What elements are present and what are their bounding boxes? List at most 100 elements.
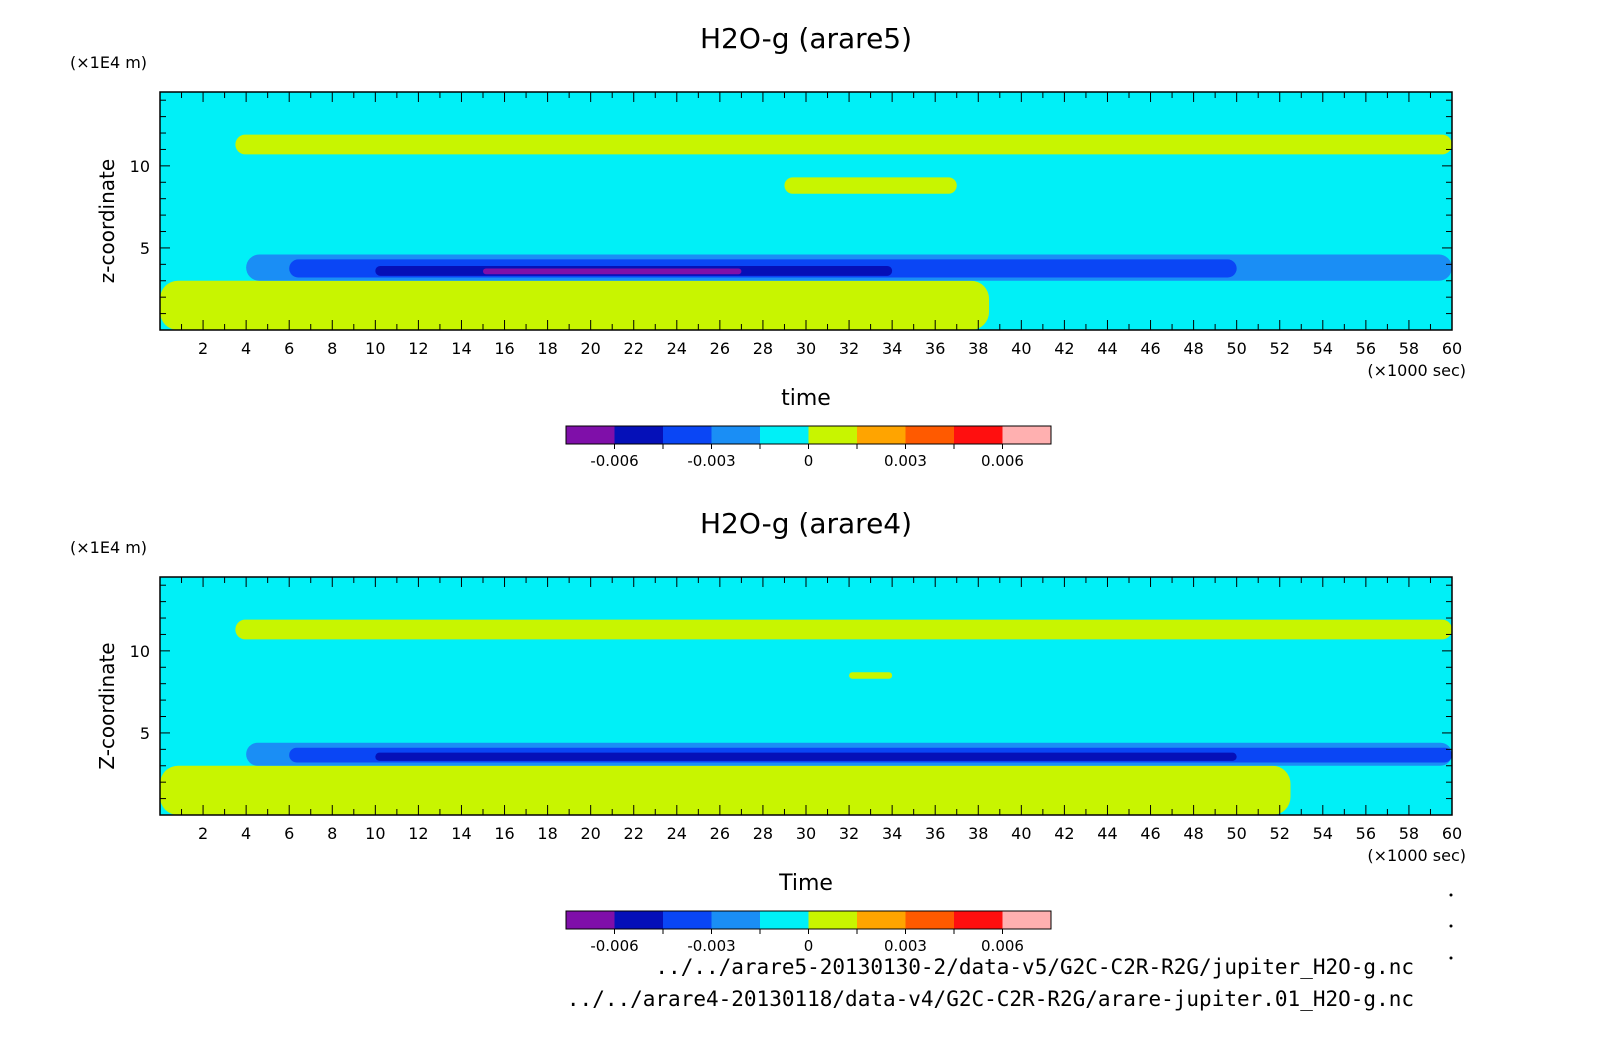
footer-file-path-2: ../../arare4-20130118/data-v4/G2C-C2R-R2… — [566, 987, 1414, 1011]
x-axis-unit: (×1000 sec) — [1367, 361, 1466, 380]
x-tick-label: 48 — [1183, 824, 1203, 843]
x-tick-label: 10 — [365, 824, 385, 843]
colorbar-swatch-1 — [566, 426, 615, 444]
y-tick-label: 10 — [130, 642, 150, 661]
colorbar-swatch-3 — [663, 911, 712, 929]
x-tick-label: 28 — [753, 339, 773, 358]
x-tick-label: 52 — [1270, 824, 1290, 843]
colorbar-swatch-6 — [808, 426, 858, 444]
contour-region-1 — [235, 134, 1452, 155]
y-tick-label: 5 — [140, 724, 150, 743]
y-axis-unit: (×1E4 m) — [70, 538, 147, 557]
colorbar-swatch-3 — [663, 426, 712, 444]
x-tick-label: 18 — [537, 339, 557, 358]
colorbar-swatch-7 — [857, 911, 906, 929]
x-tick-label: 8 — [327, 824, 337, 843]
colorbar-tick-label: 0.003 — [884, 452, 927, 470]
x-tick-label: 20 — [580, 824, 600, 843]
colorbar-tick-label: -0.003 — [687, 937, 735, 955]
x-tick-label: 2 — [198, 824, 208, 843]
x-tick-label: 50 — [1226, 824, 1246, 843]
colorbar-swatch-4 — [711, 911, 761, 929]
x-tick-label: 26 — [710, 824, 730, 843]
x-tick-label: 46 — [1140, 339, 1160, 358]
x-tick-label: 30 — [796, 824, 816, 843]
colorbar-tick-label: 0.006 — [981, 937, 1024, 955]
x-tick-label: 34 — [882, 824, 902, 843]
chart-panel-2: H2O-g (arare4)(×1E4 m)2 4 6 8 10 12 14 16 18 20 22… — [70, 507, 1466, 955]
x-tick-label: 6 — [284, 339, 294, 358]
x-tick-label: 24 — [667, 339, 687, 358]
x-tick-label: 42 — [1054, 339, 1074, 358]
y-tick-label: 10 — [130, 157, 150, 176]
x-tick-label: 40 — [1011, 339, 1031, 358]
colorbar-tick-label: 0.006 — [981, 452, 1024, 470]
colorbar-swatch-5 — [760, 911, 809, 929]
x-axis-label: Time — [778, 871, 833, 896]
colorbar-tick-label: -0.006 — [590, 937, 638, 955]
x-tick-label: 52 — [1270, 339, 1290, 358]
x-tick-label: 48 — [1183, 339, 1203, 358]
y-axis-label: Z-coordinate — [95, 642, 119, 769]
colorbar-tick-label: 0 — [804, 937, 814, 955]
x-tick-label: 24 — [667, 824, 687, 843]
x-tick-label: 4 — [241, 339, 251, 358]
x-tick-label: 22 — [624, 824, 644, 843]
x-tick-label: 42 — [1054, 824, 1074, 843]
footer-file-path-1: ../../arare5-20130130-2/data-v5/G2C-C2R-… — [655, 955, 1414, 979]
contour-region-7 — [483, 268, 742, 275]
colorbar-swatch-2 — [614, 426, 664, 444]
x-tick-label: 22 — [624, 339, 644, 358]
marker-dot-3 — [1449, 956, 1453, 960]
x-tick-label: 44 — [1097, 824, 1117, 843]
x-tick-label: 36 — [925, 339, 945, 358]
x-tick-label: 32 — [839, 824, 859, 843]
chart-panel-1: H2O-g (arare5)(×1E4 m)2 4 6 8 10 12 14 16 18 20 22… — [70, 22, 1466, 470]
x-tick-label: 58 — [1399, 339, 1419, 358]
contour-region-6 — [375, 752, 1237, 761]
x-tick-label: 54 — [1313, 824, 1333, 843]
x-tick-label: 2 — [198, 339, 208, 358]
colorbar-swatch-6 — [808, 911, 858, 929]
x-tick-label: 56 — [1356, 824, 1376, 843]
contour-region-3 — [160, 765, 1291, 815]
x-tick-label: 58 — [1399, 824, 1419, 843]
x-tick-label: 34 — [882, 339, 902, 358]
y-axis-unit: (×1E4 m) — [70, 53, 147, 72]
contour-region-2 — [849, 672, 893, 679]
colorbar: -0.006 -0.003 0 0.003 0.006 — [565, 910, 1052, 955]
x-tick-label: 32 — [839, 339, 859, 358]
x-tick-label: 46 — [1140, 824, 1160, 843]
colorbar-swatch-5 — [760, 426, 809, 444]
x-tick-label: 16 — [494, 339, 514, 358]
x-tick-label: 60 — [1442, 824, 1462, 843]
colorbar-tick-label: -0.003 — [687, 452, 735, 470]
x-tick-label: 30 — [796, 339, 816, 358]
colorbar-swatch-2 — [614, 911, 664, 929]
colorbar-swatch-9 — [954, 911, 1003, 929]
x-tick-label: 8 — [327, 339, 337, 358]
chart-title: H2O-g (arare4) — [700, 507, 912, 540]
x-tick-label: 60 — [1442, 339, 1462, 358]
x-tick-label: 20 — [580, 339, 600, 358]
x-tick-label: 56 — [1356, 339, 1376, 358]
x-tick-label: 18 — [537, 824, 557, 843]
marker-dot-2 — [1449, 924, 1453, 928]
x-tick-label: 10 — [365, 339, 385, 358]
colorbar-swatch-9 — [954, 426, 1003, 444]
colorbar-swatch-10 — [1002, 426, 1052, 444]
x-axis-label: time — [781, 386, 831, 411]
x-tick-label: 26 — [710, 339, 730, 358]
x-tick-label: 14 — [451, 339, 471, 358]
colorbar-swatch-4 — [711, 426, 761, 444]
x-tick-label: 38 — [968, 824, 988, 843]
colorbar-tick-label: -0.006 — [590, 452, 638, 470]
x-tick-label: 12 — [408, 339, 428, 358]
contour-region-3 — [160, 280, 990, 330]
x-tick-label: 6 — [284, 824, 294, 843]
colorbar-swatch-10 — [1002, 911, 1052, 929]
y-axis-label: z-coordinate — [95, 159, 119, 283]
x-tick-label: 36 — [925, 824, 945, 843]
marker-dot-1 — [1449, 893, 1453, 897]
